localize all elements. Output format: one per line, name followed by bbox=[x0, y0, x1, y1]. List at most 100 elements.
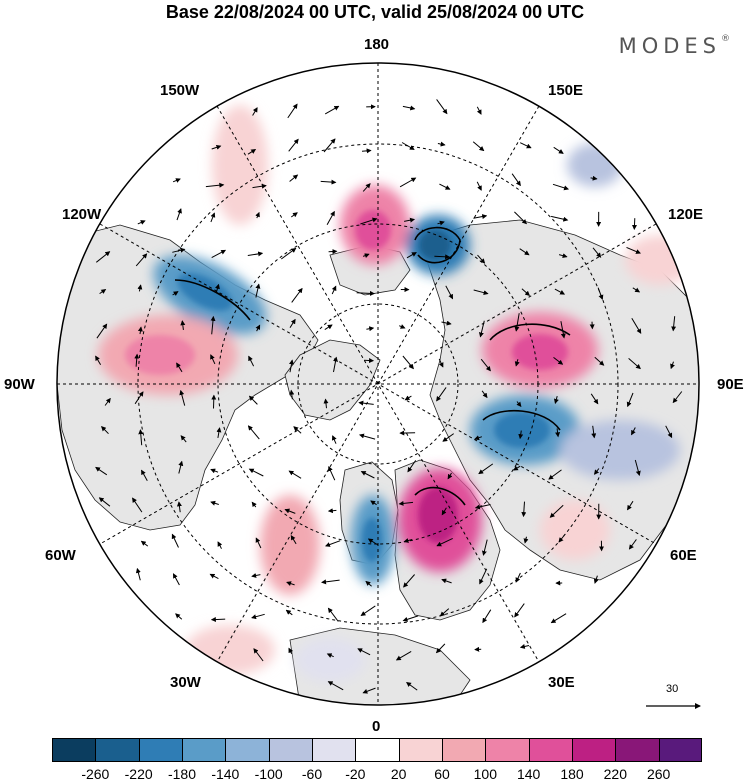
anomaly-neg-east3 bbox=[560, 420, 680, 480]
reference-vector-label: 30 bbox=[666, 683, 679, 695]
wind-arrow bbox=[284, 508, 296, 514]
wind-arrow bbox=[323, 398, 329, 409]
wind-arrow bbox=[398, 500, 414, 506]
wind-arrow bbox=[626, 392, 634, 408]
wind-arrow bbox=[671, 316, 677, 332]
colorbar-tick-label: 220 bbox=[603, 766, 627, 782]
wind-arrow bbox=[327, 607, 339, 622]
wind-arrow bbox=[628, 358, 641, 370]
wind-arrow bbox=[627, 500, 634, 511]
anomaly-neg-s bbox=[295, 638, 365, 682]
wind-arrow bbox=[255, 324, 261, 332]
colorbar-tick-label: 20 bbox=[390, 766, 407, 782]
wind-arrow bbox=[511, 173, 521, 187]
wind-arrow bbox=[247, 425, 260, 440]
wind-arrow bbox=[441, 320, 452, 326]
wind-arrow bbox=[441, 507, 447, 516]
wind-arrow bbox=[442, 433, 454, 442]
wind-arrow bbox=[356, 290, 375, 296]
wind-arrow bbox=[358, 433, 376, 440]
wind-arrow bbox=[552, 183, 569, 191]
colorbar-swatch bbox=[95, 738, 139, 762]
wind-arrow bbox=[101, 426, 109, 435]
wind-arrow bbox=[137, 284, 143, 292]
colorbar-swatch bbox=[52, 738, 96, 762]
wind-arrow bbox=[175, 613, 183, 620]
wind-arrow bbox=[290, 534, 297, 545]
wind-arrow bbox=[210, 617, 226, 623]
wind-arrow bbox=[478, 463, 494, 475]
map-boundary bbox=[56, 62, 700, 706]
lon-label-0: 0 bbox=[372, 718, 381, 735]
wind-arrow bbox=[248, 468, 264, 477]
wind-arrow bbox=[395, 650, 412, 661]
wind-arrow bbox=[516, 401, 522, 408]
anomaly-pos-nw bbox=[212, 105, 268, 225]
wind-arrow bbox=[481, 539, 488, 556]
wind-arrow bbox=[285, 609, 293, 616]
wind-arrow bbox=[560, 321, 566, 339]
wind-arrow bbox=[521, 501, 527, 518]
wind-arrow bbox=[248, 355, 255, 367]
colorbar-swatch bbox=[398, 738, 442, 762]
wind-arrow bbox=[473, 214, 488, 220]
wind-arrow bbox=[331, 285, 337, 295]
wind-arrow bbox=[209, 573, 219, 580]
wind-arrow bbox=[95, 355, 102, 365]
wind-arrow bbox=[480, 358, 491, 372]
wind-arrow bbox=[555, 428, 561, 438]
wind-arrow bbox=[437, 220, 445, 226]
colorbar bbox=[52, 738, 702, 762]
wind-arrow bbox=[523, 536, 529, 544]
wind-arrow bbox=[176, 208, 182, 221]
wind-vectors bbox=[95, 99, 683, 694]
wind-arrow bbox=[592, 247, 602, 258]
wind-arrow bbox=[324, 105, 340, 115]
wind-arrow bbox=[210, 315, 216, 335]
wind-arrow bbox=[631, 318, 642, 334]
wind-arrow bbox=[327, 508, 337, 514]
wind-arrow bbox=[553, 146, 564, 154]
chart-title: Base 22/08/2024 00 UTC, valid 25/08/2024… bbox=[165, 2, 585, 22]
wind-arrow bbox=[670, 361, 675, 370]
wind-arrow bbox=[402, 615, 419, 622]
wind-arrow bbox=[247, 149, 257, 155]
colorbar-swatch bbox=[658, 738, 702, 762]
wind-arrow bbox=[251, 501, 257, 508]
wind-arrow bbox=[247, 251, 264, 257]
wind-arrow bbox=[288, 647, 294, 655]
wind-arrow bbox=[628, 539, 637, 550]
wind-arrow bbox=[325, 540, 341, 547]
wind-arrow bbox=[439, 183, 451, 190]
wind-arrow bbox=[138, 429, 144, 446]
wind-arrow bbox=[171, 533, 179, 548]
colorbar-tick-label: -180 bbox=[167, 766, 197, 782]
colorbar-tick-label: 60 bbox=[434, 766, 450, 782]
wind-arrow bbox=[514, 359, 520, 367]
wind-arrow bbox=[515, 572, 521, 583]
wind-arrow bbox=[281, 247, 297, 260]
wind-arrow bbox=[140, 540, 149, 547]
wind-arrow bbox=[519, 248, 530, 256]
wind-arrow bbox=[104, 397, 111, 406]
lon-label-90e: 90E bbox=[717, 376, 744, 393]
wind-arrow bbox=[548, 469, 562, 480]
wind-arrow bbox=[96, 323, 108, 339]
wind-arrow bbox=[320, 179, 337, 185]
modes-logo: MODES® bbox=[619, 34, 730, 58]
wind-arrow bbox=[365, 580, 372, 587]
wind-arrow bbox=[289, 389, 295, 400]
wind-arrow bbox=[326, 653, 334, 658]
wind-arrow bbox=[137, 326, 143, 335]
wind-arrow bbox=[441, 578, 452, 584]
colorbar-swatch bbox=[225, 738, 269, 762]
colorbar-tick-label: -260 bbox=[81, 766, 110, 782]
wind-arrow bbox=[210, 354, 216, 365]
wind-arrow bbox=[141, 469, 148, 482]
wind-arrow bbox=[288, 359, 294, 373]
colorbar-swatch bbox=[268, 738, 312, 762]
lon-label-150w: 150W bbox=[160, 82, 200, 99]
wind-arrow bbox=[172, 573, 180, 586]
wind-arrow bbox=[360, 217, 378, 225]
colorbar-tick-label: -60 bbox=[301, 766, 323, 782]
